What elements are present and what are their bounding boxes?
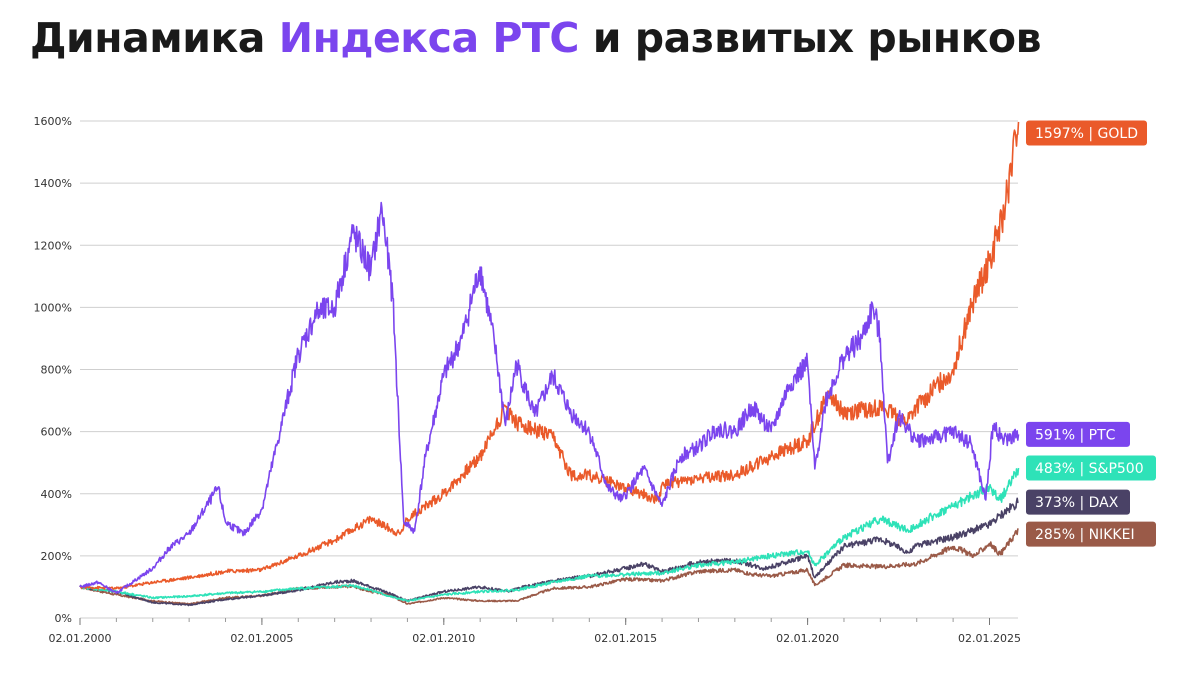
chart-title: Динамика Индекса РТС и развитых рынков [30, 14, 1042, 62]
end-label-dax: 373% | DAX [1026, 489, 1130, 515]
x-tick-label-0: 02.01.2000 [49, 632, 112, 645]
end-label-badge-s-p500 [1026, 455, 1156, 481]
end-label-badge-nikkei [1026, 521, 1156, 547]
y-tick-label-600: 600% [41, 426, 72, 439]
series-line-ртс [79, 201, 1020, 594]
end-label-badge-gold [1026, 120, 1147, 146]
chart-title-accent: Индекса РТС [278, 14, 580, 62]
end-label-gold: 1597% | GOLD [1026, 120, 1147, 146]
x-tick-label-1: 02.01.2005 [230, 632, 293, 645]
y-tick-label-800: 800% [41, 364, 72, 377]
y-tick-label-0: 0% [55, 612, 72, 625]
y-tick-label-400: 400% [41, 488, 72, 501]
x-axis: 02.01.2000 02.01.2005 02.01.2010 02.01.2015… [49, 618, 1021, 645]
end-label-ртс: 591% | РТС [1026, 421, 1130, 447]
end-label-text-dax: 373% | DAX [1035, 495, 1119, 511]
series-line-s-p500 [79, 467, 1020, 603]
x-tick-label-3: 02.01.2015 [594, 632, 657, 645]
end-label-s-p500: 483% | S&P500 [1026, 455, 1156, 481]
y-tick-label-1200: 1200% [34, 239, 72, 252]
end-label-badge-dax [1026, 489, 1130, 515]
chart-title-part3: и развитых рынков [579, 14, 1042, 62]
chart-title-part1: Динамика [30, 14, 279, 62]
end-label-badge-ртс [1026, 421, 1130, 447]
x-tick-label-2: 02.01.2010 [412, 632, 475, 645]
x-tick-label-5: 02.01.2025 [958, 632, 1021, 645]
y-tick-label-1600: 1600% [34, 115, 72, 128]
end-label-text-gold: 1597% | GOLD [1035, 126, 1138, 142]
end-labels: 1597% | GOLD 591% | РТС 483% | S&P500 373% … [1026, 120, 1156, 547]
series-line-dax [79, 497, 1019, 607]
end-label-text-s-p500: 483% | S&P500 [1035, 461, 1144, 477]
series-line-gold [79, 121, 1020, 591]
y-tick-label-200: 200% [41, 550, 72, 563]
y-tick-label-1400: 1400% [34, 177, 72, 190]
series-layer [79, 121, 1020, 607]
end-label-text-nikkei: 285% | NIKKEI [1035, 527, 1135, 543]
end-label-nikkei: 285% | NIKKEI [1026, 521, 1156, 547]
grid-layer: 0% 200% 400% 600% 800% 1000% 1200% 1400% 1600% [34, 115, 1018, 625]
end-label-text-ртс: 591% | РТС [1035, 427, 1116, 443]
y-tick-label-1000: 1000% [34, 301, 72, 314]
x-tick-label-4: 02.01.2020 [776, 632, 839, 645]
